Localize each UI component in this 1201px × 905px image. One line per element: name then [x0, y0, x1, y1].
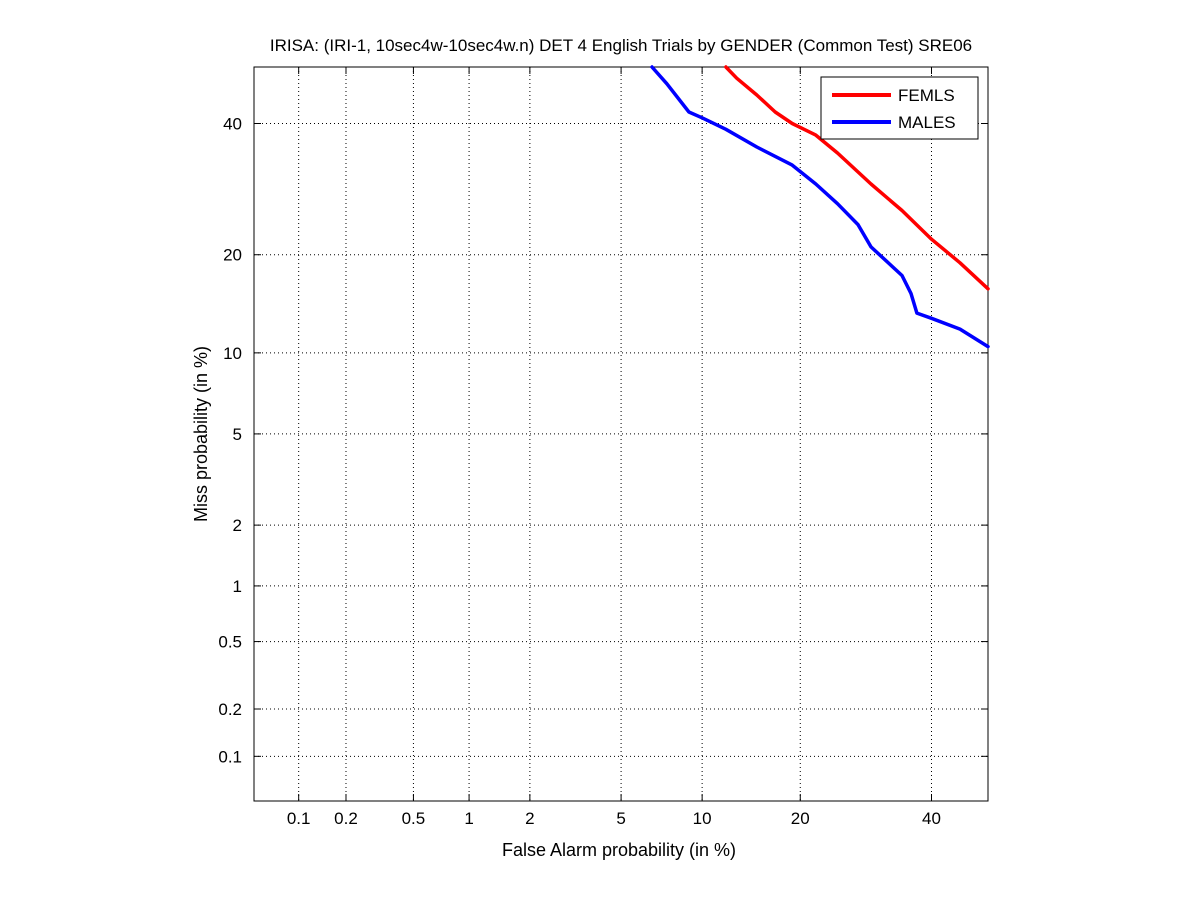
- y-tick-label: 2: [233, 516, 242, 535]
- chart-title: IRISA: (IRI-1, 10sec4w-10sec4w.n) DET 4 …: [270, 36, 972, 55]
- y-tick-label: 0.1: [218, 747, 242, 766]
- x-tick-label: 40: [922, 809, 941, 828]
- x-tick-label: 5: [616, 809, 625, 828]
- y-tick-label: 0.2: [218, 700, 242, 719]
- y-tick-label: 20: [223, 246, 242, 265]
- x-tick-label: 2: [525, 809, 534, 828]
- y-tick-label: 5: [233, 425, 242, 444]
- legend: FEMLS MALES: [820, 76, 979, 140]
- x-axis-label: False Alarm probability (in %): [502, 840, 736, 860]
- x-tick-label: 1: [464, 809, 473, 828]
- y-axis-label: Miss probability (in %): [191, 346, 211, 522]
- legend-box: [820, 76, 979, 140]
- y-tick-label: 10: [223, 344, 242, 363]
- x-tick-label: 10: [693, 809, 712, 828]
- legend-label-femls: FEMLS: [898, 86, 955, 105]
- y-tick-label: 0.5: [218, 633, 242, 652]
- x-tick-label: 0.5: [402, 809, 426, 828]
- y-tick-label: 40: [223, 115, 242, 134]
- x-tick-label: 0.1: [287, 809, 311, 828]
- x-tick-label: 0.2: [334, 809, 358, 828]
- x-tick-label: 20: [791, 809, 810, 828]
- y-tick-label: 1: [233, 577, 242, 596]
- legend-label-males: MALES: [898, 113, 956, 132]
- series-line-femls: [724, 65, 990, 291]
- series-line-males: [650, 65, 990, 349]
